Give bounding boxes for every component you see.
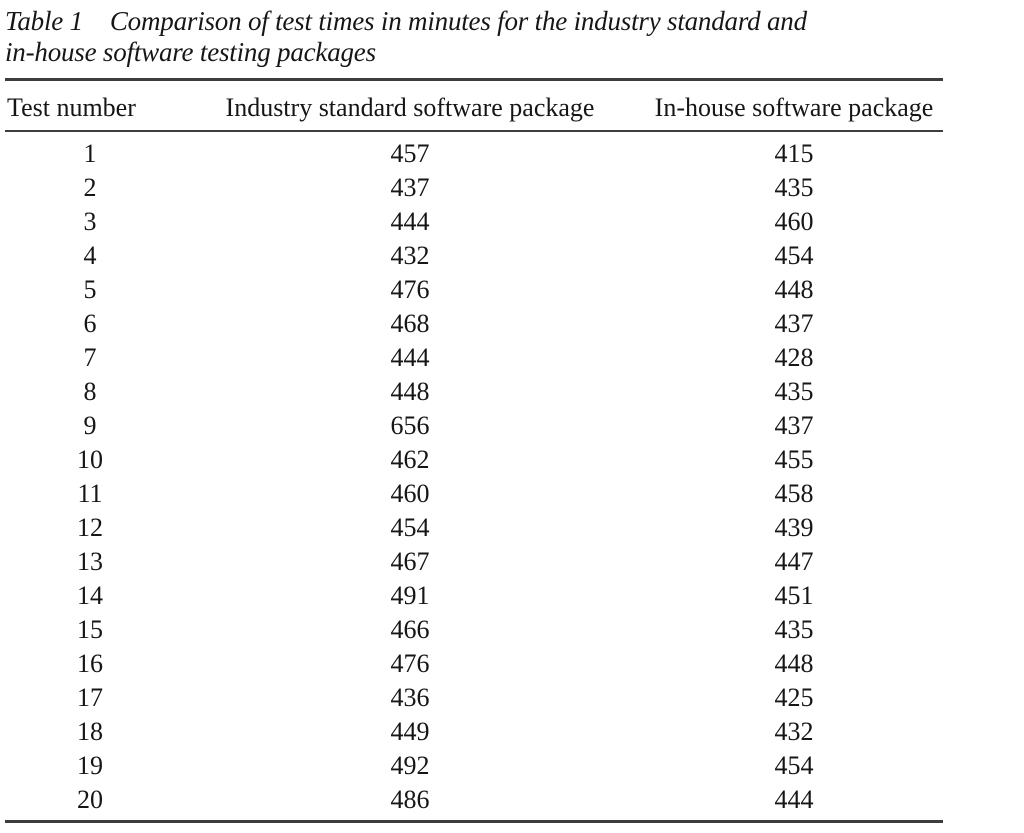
column-header-test-number: Test number — [5, 79, 175, 132]
table-row: 6 468 437 — [5, 307, 943, 341]
table-row: 12 454 439 — [5, 511, 943, 545]
in-house-cell: 425 — [774, 683, 814, 712]
test-number-cell: 18 — [77, 717, 103, 746]
test-number-cell: 1 — [83, 139, 97, 168]
industry-standard-cell: 437 — [390, 173, 430, 202]
in-house-cell: 432 — [774, 717, 814, 746]
test-number-cell: 3 — [83, 207, 97, 236]
table-row: 5 476 448 — [5, 273, 943, 307]
table-row: 8 448 435 — [5, 375, 943, 409]
table-row: 16 476 448 — [5, 647, 943, 681]
column-header-in-house: In-house software package — [645, 79, 943, 132]
industry-standard-cell: 432 — [390, 241, 430, 270]
industry-standard-cell: 656 — [390, 411, 430, 440]
industry-standard-cell: 460 — [390, 479, 430, 508]
in-house-cell: 458 — [774, 479, 814, 508]
in-house-cell: 428 — [774, 343, 814, 372]
table-row: 13 467 447 — [5, 545, 943, 579]
test-number-cell: 13 — [77, 547, 103, 576]
industry-standard-cell: 466 — [390, 615, 430, 644]
industry-standard-cell: 467 — [390, 547, 430, 576]
industry-standard-cell: 476 — [390, 275, 430, 304]
test-number-cell: 15 — [77, 615, 103, 644]
table-row: 1 457 415 — [5, 131, 943, 171]
in-house-cell: 415 — [774, 139, 814, 168]
table-row: 7 444 428 — [5, 341, 943, 375]
test-number-cell: 10 — [77, 445, 103, 474]
industry-standard-cell: 462 — [390, 445, 430, 474]
industry-standard-cell: 486 — [390, 785, 430, 814]
test-number-cell: 14 — [77, 581, 103, 610]
table-body: 1 457 415 2 437 435 3 444 460 4 432 454 5 476 448 6 468 4… — [5, 131, 943, 822]
industry-standard-cell: 449 — [390, 717, 430, 746]
table-header: Test number Industry standard software p… — [5, 79, 943, 132]
table-caption-line2: in-house software testing packages — [5, 37, 376, 67]
table-row: 4 432 454 — [5, 239, 943, 273]
in-house-cell: 454 — [774, 241, 814, 270]
test-number-cell: 20 — [77, 785, 103, 814]
industry-standard-cell: 444 — [390, 207, 430, 236]
table-caption-label: Table 1 — [5, 6, 83, 36]
test-number-cell: 2 — [83, 173, 97, 202]
industry-standard-cell: 444 — [390, 343, 430, 372]
table-row: 14 491 451 — [5, 579, 943, 613]
in-house-cell: 447 — [774, 547, 814, 576]
test-number-cell: 4 — [83, 241, 97, 270]
industry-standard-cell: 457 — [390, 139, 430, 168]
in-house-cell: 439 — [774, 513, 814, 542]
test-number-cell: 5 — [83, 275, 97, 304]
in-house-cell: 435 — [774, 615, 814, 644]
table-caption-line1: Comparison of test times in minutes for … — [109, 6, 807, 36]
industry-standard-cell: 492 — [390, 751, 430, 780]
table-caption: Table 1 Comparison of test times in minut… — [5, 6, 935, 68]
table-row: 3 444 460 — [5, 205, 943, 239]
table-row: 9 656 437 — [5, 409, 943, 443]
in-house-cell: 451 — [774, 581, 814, 610]
in-house-cell: 448 — [774, 275, 814, 304]
industry-standard-cell: 491 — [390, 581, 430, 610]
test-number-cell: 7 — [83, 343, 97, 372]
table-header-row: Test number Industry standard software p… — [5, 79, 943, 132]
in-house-cell: 435 — [774, 377, 814, 406]
in-house-cell: 437 — [774, 309, 814, 338]
comparison-table: Test number Industry standard software p… — [5, 78, 943, 823]
table-row: 17 436 425 — [5, 681, 943, 715]
table-row: 11 460 458 — [5, 477, 943, 511]
in-house-cell: 448 — [774, 649, 814, 678]
in-house-cell: 444 — [774, 785, 814, 814]
industry-standard-cell: 436 — [390, 683, 430, 712]
test-number-cell: 16 — [77, 649, 103, 678]
industry-standard-cell: 448 — [390, 377, 430, 406]
table-row: 2 437 435 — [5, 171, 943, 205]
in-house-cell: 437 — [774, 411, 814, 440]
test-number-cell: 12 — [77, 513, 103, 542]
column-header-industry-standard: Industry standard software package — [175, 79, 645, 132]
industry-standard-cell: 476 — [390, 649, 430, 678]
industry-standard-cell: 454 — [390, 513, 430, 542]
test-number-cell: 17 — [77, 683, 103, 712]
in-house-cell: 454 — [774, 751, 814, 780]
in-house-cell: 455 — [774, 445, 814, 474]
test-number-cell: 9 — [83, 411, 97, 440]
table-row: 20 486 444 — [5, 783, 943, 822]
test-number-cell: 8 — [83, 377, 97, 406]
test-number-cell: 6 — [83, 309, 97, 338]
test-number-cell: 19 — [77, 751, 103, 780]
test-number-cell: 11 — [77, 479, 103, 508]
table-row: 15 466 435 — [5, 613, 943, 647]
in-house-cell: 435 — [774, 173, 814, 202]
table-row: 19 492 454 — [5, 749, 943, 783]
in-house-cell: 460 — [774, 207, 814, 236]
industry-standard-cell: 468 — [390, 309, 430, 338]
table-row: 18 449 432 — [5, 715, 943, 749]
table-row: 10 462 455 — [5, 443, 943, 477]
